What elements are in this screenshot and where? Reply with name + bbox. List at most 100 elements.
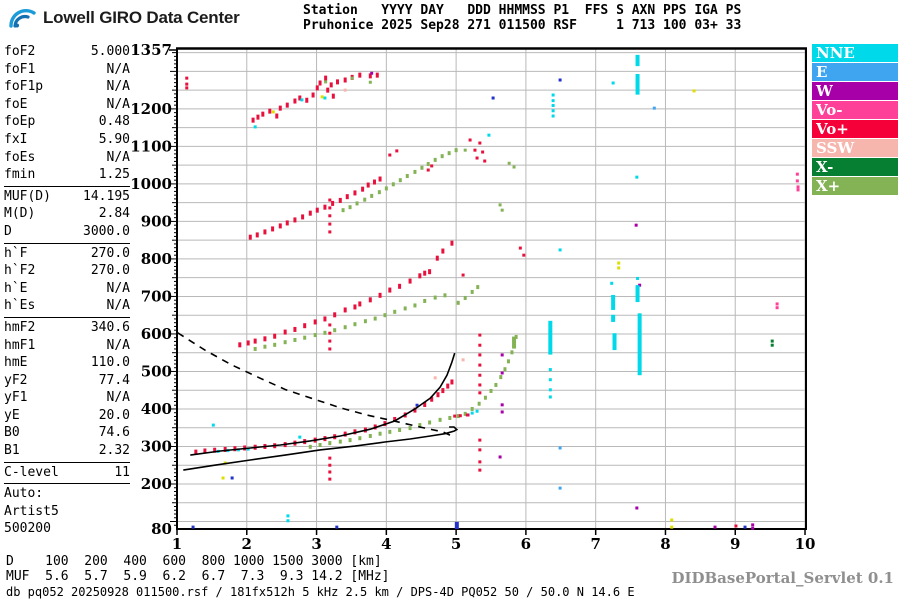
series-O-mode-4th-hop: [251, 72, 379, 123]
measurement-info-line: db pq052 20250928 011500.rsf / 181fx512h…: [6, 585, 635, 599]
station-header: Station YYYY DAY DDD HHMMSS P1 FFS S AXN…: [303, 3, 741, 33]
x-axis-label: 10: [795, 535, 816, 553]
echo-direction-legend: NNE E W Vo- Vo+ SSW X- X+: [812, 44, 898, 196]
muf-transmission-curve: [177, 332, 453, 437]
param-label: foE: [4, 96, 28, 112]
y-axis-label: 1200: [130, 100, 172, 118]
param-value: N/A: [106, 79, 130, 95]
series-X-mode-2nd-hop: [253, 285, 480, 351]
param-label: yE: [4, 407, 20, 423]
param-label: fxI: [4, 131, 28, 147]
param-label: MUF(D): [4, 188, 51, 204]
series-SSW-echoes: [343, 88, 465, 380]
param-value: 2.84: [98, 206, 130, 222]
param-row: B1 2.32: [4, 442, 130, 460]
axis-ticks: [169, 49, 806, 535]
param-row: foF1 N/A: [4, 61, 130, 79]
legend-item-nne: NNE: [812, 44, 898, 62]
param-value: 2.32: [98, 443, 130, 459]
param-group: MUF(D) 14.195 M(D) 2.84 D 3000.0: [4, 187, 130, 244]
param-label: hmF1: [4, 337, 36, 353]
param-label: foF2: [4, 44, 36, 59]
axis-labels: 1357120011001000900800700600500400300200…: [130, 41, 815, 553]
param-value: N/A: [106, 337, 130, 353]
param-value: 14.195: [83, 188, 130, 204]
series-deep-blue-echoes: [191, 78, 747, 529]
param-row: foF1p N/A: [4, 78, 130, 96]
y-axis-label: 600: [141, 325, 172, 343]
series-E-echoes: [558, 106, 656, 490]
param-label: M(D): [4, 206, 36, 222]
param-value: N/A: [106, 149, 130, 165]
param-row: h`E N/A: [4, 280, 130, 298]
param-value: N/A: [106, 298, 130, 314]
station-header-values: Pruhonice 2025 Sep28 271 011500 RSF 1 71…: [303, 18, 742, 33]
param-row: h`F 270.0: [4, 245, 130, 263]
param-label: h`F: [4, 245, 28, 261]
series-X-mode-3rd-hop: [341, 148, 458, 213]
servlet-version-label: DIDBasePortal_Servlet 0.1: [671, 569, 894, 587]
param-group: hmF2 340.6 hmF1 N/A hmE 110.0 yF2 77.4 yF1 N/A yE 2…: [4, 318, 130, 463]
analysis-curves: [177, 332, 459, 471]
series-Vo+-spread-echoes: [185, 76, 738, 528]
param-row: M(D) 2.84: [4, 205, 130, 223]
param-row: h`F2 270.0: [4, 262, 130, 280]
legend-item-w: W: [812, 82, 898, 100]
series-unclassified-echoes: [221, 89, 696, 529]
legend-item-vo-: Vo-: [812, 101, 898, 119]
param-value: 5.90: [98, 131, 130, 147]
param-row: foE N/A: [4, 96, 130, 114]
param-label: hmF2: [4, 319, 36, 335]
x-axis-label: 6: [521, 535, 531, 553]
param-row: foEp 0.48: [4, 113, 130, 131]
param-row: B0 74.6: [4, 424, 130, 442]
true-height-profile: [183, 426, 459, 471]
param-row: fxI 5.90: [4, 131, 130, 149]
param-value: 0.48: [98, 114, 130, 130]
param-group: foF2 5.000 foF1 N/A foF1p N/A foE N/A foEp 0.48 fx…: [4, 42, 130, 187]
y-axis-label: 500: [141, 362, 172, 380]
artist-fitted-trace: [190, 352, 456, 456]
param-row: yF1 N/A: [4, 389, 130, 407]
x-axis-label: 2: [242, 535, 252, 553]
y-axis-label: 900: [141, 212, 172, 230]
param-label: foEs: [4, 149, 36, 165]
y-axis-label: 1000: [130, 175, 172, 193]
param-value: N/A: [106, 96, 130, 112]
y-axis-label: 80: [151, 520, 172, 538]
param-label: D: [4, 223, 12, 239]
gridlines: [177, 48, 806, 529]
param-label: B0: [4, 425, 20, 441]
param-value: 74.6: [98, 425, 130, 441]
muf-row: MUF 5.6 5.7 5.9 6.2 6.7 7.3 9.3 14.2 [MH…: [6, 568, 390, 584]
param-label: C-level: [4, 464, 59, 480]
y-axis-label: 300: [141, 437, 172, 455]
y-axis-label: 400: [141, 400, 172, 418]
param-label: foF1: [4, 61, 36, 77]
param-row: h`Es N/A: [4, 297, 130, 315]
giro-swoosh-icon: [9, 8, 36, 28]
param-row: hmF2 340.6: [4, 319, 130, 337]
auto-line: Artist5: [4, 503, 59, 519]
param-value: 1.25: [98, 167, 130, 183]
legend-item-x-: X-: [812, 158, 898, 176]
param-row: foEs N/A: [4, 149, 130, 167]
auto-line: 500200: [4, 521, 51, 537]
param-value: 270.0: [90, 263, 130, 279]
param-label: h`Es: [4, 298, 36, 314]
y-axis-label: 800: [141, 250, 172, 268]
param-label: B1: [4, 443, 20, 459]
d-row: D 100 200 400 600 800 1000 1500 3000 [km…: [6, 554, 382, 569]
station-header-columns: Station YYYY DAY DDD HHMMSS P1 FFS S AXN…: [303, 3, 742, 18]
y-axis-label: 1357: [130, 41, 172, 59]
y-axis-label: 1100: [130, 137, 172, 155]
x-axis-label: 5: [451, 535, 461, 553]
x-axis-label: 3: [311, 535, 321, 553]
param-label: hmE: [4, 355, 28, 371]
series-X--echoes: [770, 339, 774, 347]
param-value: 340.6: [90, 319, 130, 335]
param-row: MUF(D) 14.195: [4, 188, 130, 206]
autoscaling-info: Auto: Artist5 500200: [4, 484, 130, 540]
param-value: N/A: [106, 280, 130, 296]
